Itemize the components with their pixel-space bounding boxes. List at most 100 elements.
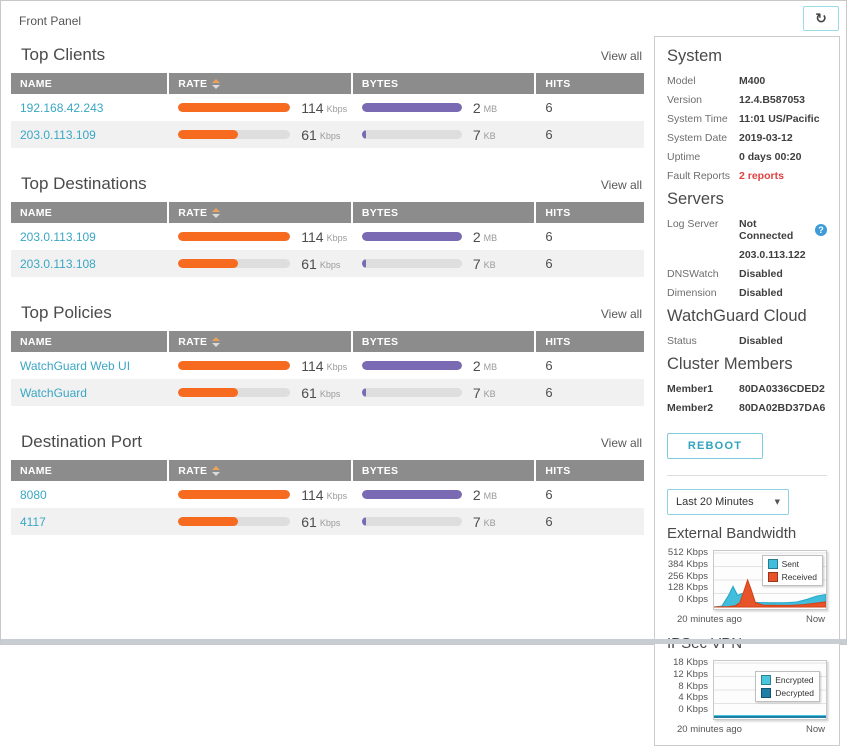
column-header-rate-label: RATE	[178, 464, 208, 477]
bytes-unit: KB	[483, 517, 496, 528]
rate-bar-fill	[178, 259, 238, 268]
legend-swatch-received	[767, 572, 778, 582]
rate-bar-fill	[178, 103, 291, 112]
stat-row-uptime: Uptime 0 days 00:20	[667, 151, 827, 163]
rate-bar	[178, 259, 291, 268]
table-row: 203.0.113.108 61 Kbps 7 KB 6	[11, 250, 644, 277]
bytes-bar-fill	[361, 490, 462, 499]
rate-unit: Kbps	[326, 103, 348, 114]
y-tick: 384 Kbps	[667, 558, 708, 570]
column-header-bytes[interactable]: BYTES	[352, 460, 537, 481]
column-header-bytes[interactable]: BYTES	[352, 331, 537, 352]
table-header: NAME RATE BYTES HITS	[11, 202, 644, 223]
legend-swatch-decrypted	[761, 688, 772, 698]
table-header: NAME RATE BYTES HITS	[11, 73, 644, 94]
table-row: WatchGuard 61 Kbps 7 KB 6	[11, 379, 644, 406]
column-header-hits[interactable]: HITS	[536, 331, 644, 352]
y-tick: 12 Kbps	[673, 668, 708, 680]
y-tick: 4 Kbps	[678, 692, 708, 704]
y-tick: 512 Kbps	[667, 547, 708, 558]
stat-value: 11:01 US/Pacific	[739, 113, 820, 125]
legend-swatch-encrypted	[761, 675, 772, 685]
column-header-name[interactable]: NAME	[11, 202, 170, 223]
name-link[interactable]: 8080	[20, 487, 47, 502]
name-link[interactable]: 203.0.113.108	[20, 256, 96, 271]
view-all-link[interactable]: View all	[600, 436, 642, 450]
bytes-bar-fill	[361, 103, 462, 112]
main-column: Top Clients View all NAME RATE BYTES HIT…	[11, 31, 644, 561]
name-link[interactable]: 203.0.113.109	[20, 127, 96, 142]
view-all-link[interactable]: View all	[600, 307, 642, 321]
view-all-link[interactable]: View all	[600, 178, 642, 192]
column-header-name[interactable]: NAME	[11, 73, 170, 94]
hits-value: 6	[545, 256, 553, 271]
column-header-name[interactable]: NAME	[11, 331, 170, 352]
cluster-members-heading: Cluster Members	[667, 355, 793, 373]
hits-value: 6	[545, 385, 553, 400]
rate-value: 61	[301, 513, 317, 530]
bytes-unit: KB	[483, 388, 496, 399]
chart-legend: Encrypted Decrypted	[755, 671, 820, 702]
name-link[interactable]: WatchGuard Web UI	[20, 358, 131, 373]
time-range-value: Last 20 Minutes	[676, 496, 754, 508]
stat-label: Member2	[667, 402, 714, 414]
legend-label: Sent	[781, 559, 800, 569]
system-heading: System	[667, 47, 723, 65]
column-header-rate[interactable]: RATE	[169, 202, 353, 223]
section-title: Top Policies	[21, 303, 112, 322]
fault-reports-link[interactable]: 2 reports	[739, 170, 784, 182]
ipsec-vpn-chart: IPSec VPN 18 Kbps 12 Kbps 8 Kbps 4 Kbps …	[667, 635, 827, 735]
column-header-hits[interactable]: HITS	[536, 202, 644, 223]
top-bar: Front Panel ↻	[1, 1, 846, 31]
legend-item-decrypted: Decrypted	[761, 688, 814, 698]
stat-value: Disabled	[739, 335, 783, 347]
bytes-unit: KB	[483, 259, 496, 270]
top-clients-table: NAME RATE BYTES HITS 192.168.42.243 114 …	[11, 73, 644, 148]
sidebar-divider	[667, 475, 827, 476]
rate-unit: Kbps	[319, 517, 341, 528]
hits-value: 6	[545, 358, 553, 373]
rate-bar	[178, 232, 291, 241]
legend-label: Received	[781, 572, 817, 582]
y-axis-labels: 512 Kbps 384 Kbps 256 Kbps 128 Kbps 0 Kb…	[667, 547, 713, 605]
column-header-name[interactable]: NAME	[11, 460, 170, 481]
column-header-rate[interactable]: RATE	[169, 73, 353, 94]
column-header-bytes[interactable]: BYTES	[352, 202, 537, 223]
log-server-address: 203.0.113.122	[739, 249, 806, 261]
column-header-bytes[interactable]: BYTES	[352, 73, 537, 94]
rate-value: 61	[301, 255, 317, 272]
bytes-bar	[361, 490, 462, 499]
stat-value: 80DA02BD37DA6	[739, 402, 826, 414]
help-icon[interactable]: ?	[815, 224, 827, 236]
rate-bar-fill	[178, 232, 291, 241]
stat-row-log-server: Log Server Not Connected ?	[667, 218, 827, 242]
name-link[interactable]: 4117	[20, 514, 46, 529]
sort-icon	[212, 465, 221, 476]
legend-item-sent: Sent	[767, 559, 817, 569]
stat-label: Fault Reports	[667, 170, 731, 182]
refresh-icon: ↻	[815, 10, 827, 27]
y-axis-labels: 18 Kbps 12 Kbps 8 Kbps 4 Kbps 0 Kbps	[667, 657, 713, 715]
reboot-button[interactable]: REBOOT	[667, 433, 763, 459]
servers-heading: Servers	[667, 190, 724, 208]
column-header-hits[interactable]: HITS	[536, 73, 644, 94]
legend-label: Encrypted	[775, 675, 814, 685]
time-range-select[interactable]: Last 20 Minutes ▼	[667, 489, 789, 515]
column-header-rate[interactable]: RATE	[169, 460, 353, 481]
rate-value: 114	[301, 99, 324, 116]
hits-value: 6	[545, 514, 553, 529]
chart-title: External Bandwidth	[667, 525, 797, 542]
view-all-link[interactable]: View all	[600, 49, 642, 63]
bytes-bar	[361, 259, 462, 268]
refresh-button[interactable]: ↻	[803, 6, 839, 31]
sort-icon	[212, 78, 221, 89]
sort-icon	[212, 336, 221, 347]
column-header-hits[interactable]: HITS	[536, 460, 644, 481]
name-link[interactable]: 203.0.113.109	[20, 229, 96, 244]
y-tick: 0 Kbps	[678, 594, 708, 605]
stat-label: Status	[667, 335, 697, 347]
name-link[interactable]: 192.168.42.243	[20, 100, 104, 115]
stat-row-cloud-status: Status Disabled	[667, 335, 827, 347]
name-link[interactable]: WatchGuard	[20, 385, 87, 400]
column-header-rate[interactable]: RATE	[169, 331, 353, 352]
